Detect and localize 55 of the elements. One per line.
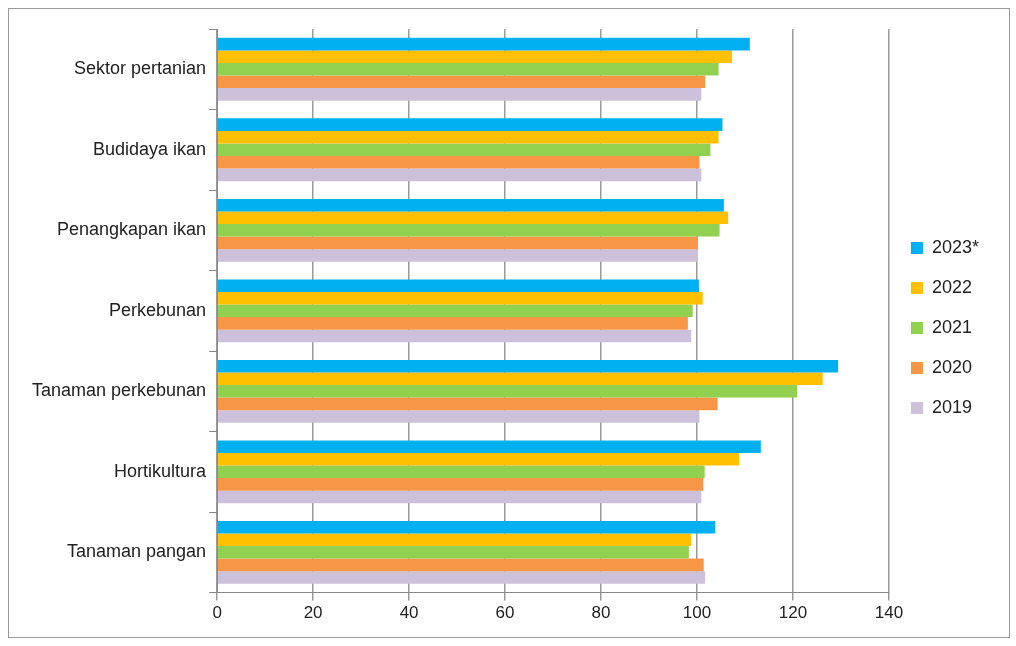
x-tick-label: 80 [591, 603, 611, 623]
bar [217, 372, 823, 386]
y-tick-label: Budidaya ikan [93, 138, 207, 159]
y-tick-label: Tanaman perkebunan [31, 380, 207, 401]
y-tick-label: Perkebunan [109, 299, 207, 320]
bar [217, 359, 839, 373]
bar [217, 291, 703, 305]
bar [217, 62, 719, 76]
bar [217, 546, 689, 559]
x-tick-label: 140 [874, 603, 904, 623]
y-tick-label: Tanaman pangan [67, 541, 207, 562]
x-tick-label: 100 [682, 603, 712, 623]
bar [217, 558, 704, 572]
bar [217, 50, 733, 63]
x-tick-label: 40 [399, 603, 419, 623]
y-tick-label: Hortikultura [114, 460, 208, 481]
bar [217, 533, 692, 547]
x-tick-label: 120 [778, 603, 808, 623]
bar [217, 168, 702, 182]
bar [217, 490, 702, 504]
bar [217, 130, 719, 144]
bar [217, 236, 698, 250]
bar [217, 37, 750, 51]
bar [217, 410, 700, 423]
bar [217, 329, 692, 343]
y-tick-label: Penangkapan ikan [57, 219, 207, 240]
x-tick-label: 0 [212, 603, 222, 623]
bar [217, 304, 693, 318]
bar [217, 279, 699, 292]
x-tick-label: 20 [303, 603, 323, 623]
y-tick-label: Sektor pertanian [74, 58, 207, 79]
legend-label: 2022 [931, 276, 972, 297]
bar [217, 75, 706, 89]
bar [217, 397, 718, 411]
x-tick-label: 60 [495, 603, 515, 623]
bar [217, 249, 698, 262]
legend-label: 2019 [931, 396, 972, 417]
bar [217, 465, 705, 479]
bar [217, 452, 740, 466]
bar [217, 520, 716, 534]
bar [217, 571, 706, 584]
legend-label: 2023* [931, 236, 980, 257]
bar [217, 385, 798, 398]
legend-label: 2021 [931, 316, 972, 337]
bar [217, 118, 723, 131]
bar [217, 198, 724, 212]
legend-label: 2020 [931, 356, 972, 377]
bar [217, 224, 720, 237]
bar [217, 143, 711, 157]
bar [217, 317, 688, 330]
bar [217, 156, 700, 169]
bar [217, 88, 702, 101]
bar [217, 440, 761, 453]
bar [217, 211, 729, 225]
bar [217, 478, 704, 491]
